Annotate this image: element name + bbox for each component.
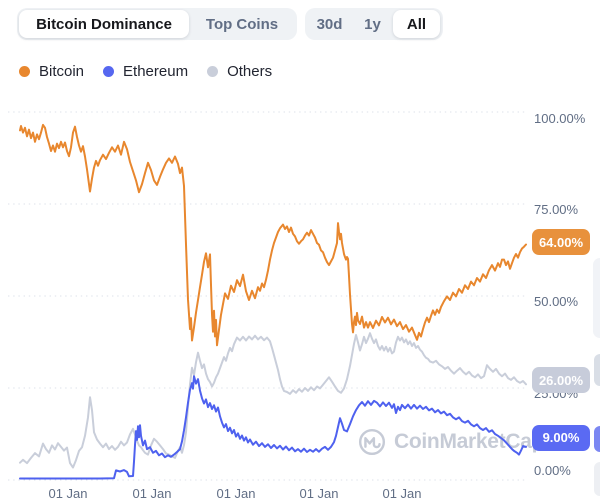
coinmarketcap-watermark: CoinMarketCap — [357, 427, 544, 457]
view-toggle: Bitcoin Dominance Top Coins — [17, 8, 297, 40]
clipped-panel-edge — [593, 258, 600, 338]
range-all-button[interactable]: All — [393, 10, 440, 38]
tab-top-coins[interactable]: Top Coins — [205, 15, 279, 33]
watermark-text: CoinMarketCap — [394, 430, 545, 453]
chart-legend: Bitcoin Ethereum Others — [19, 61, 272, 81]
series-line-bitcoin — [19, 123, 527, 347]
legend-label-bitcoin: Bitcoin — [39, 62, 85, 80]
legend-label-others: Others — [227, 62, 273, 80]
legend-item-ethereum[interactable]: Ethereum — [103, 63, 188, 80]
series-line-others — [19, 332, 527, 469]
coinmarketcap-logo-icon — [358, 428, 386, 456]
clipped-blue-badge-edge — [594, 426, 600, 452]
range-30d-button[interactable]: 30d — [316, 15, 343, 33]
clipped-light-badge-edge — [594, 462, 600, 496]
range-1y-button[interactable]: 1y — [364, 15, 381, 33]
others-dot-icon — [207, 65, 219, 77]
ethereum-dot-icon — [103, 65, 115, 77]
clipped-gray-badge-edge — [594, 354, 600, 386]
legend-item-bitcoin[interactable]: Bitcoin — [19, 63, 84, 80]
bitcoin-dot-icon — [19, 65, 30, 77]
legend-label-ethereum: Ethereum — [123, 62, 189, 80]
tab-bitcoin-dominance[interactable]: Bitcoin Dominance — [19, 10, 189, 38]
range-toggle: 30d 1y All — [305, 8, 443, 40]
legend-item-others[interactable]: Others — [207, 63, 272, 80]
series-line-ethereum — [19, 375, 527, 480]
